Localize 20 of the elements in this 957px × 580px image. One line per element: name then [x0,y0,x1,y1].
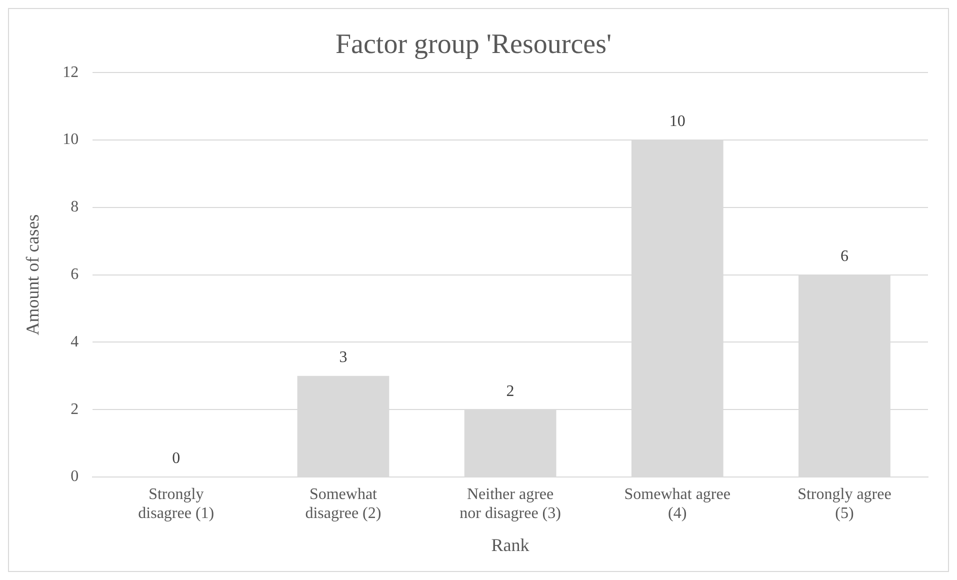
y-tick-label: 10 [62,131,79,148]
y-tick-label: 0 [70,468,79,486]
y-tick-label: 12 [62,64,79,81]
data-label: 0 [172,450,180,468]
x-tick-label: Strongly agree (5) [798,486,892,522]
x-axis-title: Rank [491,534,530,555]
y-tick-label: 6 [70,266,79,284]
data-label: 10 [669,113,686,130]
x-tick-label: Somewhat disagree (2) [305,486,382,522]
y-axis-title: Amount of cases [22,214,43,336]
data-label: 2 [506,382,514,400]
y-tick-label: 8 [70,198,79,216]
chart-title: Factor group 'Resources' [335,29,612,60]
data-label: 6 [840,248,848,266]
x-tick-label: Neither agree nor disagree (3) [460,486,561,522]
data-label: 3 [339,349,348,366]
y-tick-label: 4 [70,333,79,350]
x-tick-label: Strongly disagree (1) [138,486,214,522]
x-tick-label: Somewhat agree (4) [624,486,730,522]
y-tick-label: 2 [70,400,79,418]
